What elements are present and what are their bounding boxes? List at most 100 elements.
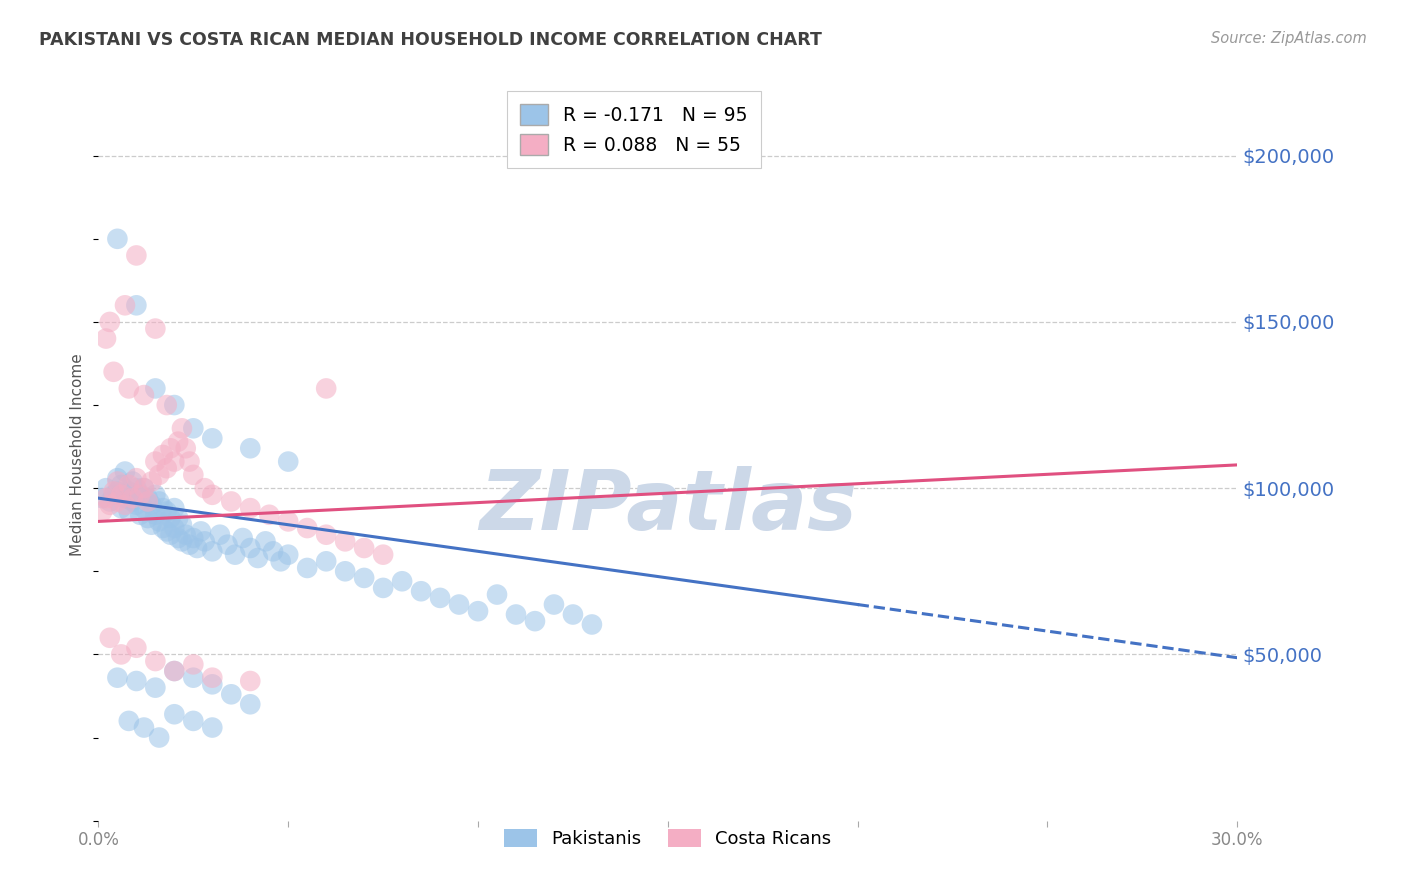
Point (353, 541, 375, 555)
Point (246, 551, 269, 566)
Point (125, 248, 148, 262)
Point (118, 484, 141, 499)
Point (221, 494, 243, 508)
Point (201, 671, 224, 685)
Point (170, 517, 193, 532)
Point (174, 527, 197, 541)
Point (125, 640, 148, 655)
Point (170, 534, 193, 549)
Point (118, 381, 141, 395)
Point (239, 673, 262, 688)
Point (159, 442, 181, 456)
Point (335, 564, 357, 578)
Point (201, 544, 224, 558)
Point (136, 494, 159, 508)
Point (110, 488, 132, 502)
Text: ZIPatlas: ZIPatlas (479, 466, 856, 547)
Point (110, 648, 132, 662)
Point (91, 504, 114, 518)
Legend: Pakistanis, Costa Ricans: Pakistanis, Costa Ricans (496, 822, 839, 855)
Point (277, 454, 299, 468)
Point (103, 488, 125, 502)
Point (107, 484, 129, 499)
Point (183, 531, 205, 545)
Point (254, 534, 277, 549)
Point (239, 698, 262, 712)
Point (152, 521, 174, 535)
Point (125, 673, 148, 688)
Point (163, 501, 186, 516)
Point (118, 504, 141, 518)
Point (145, 381, 167, 395)
Point (391, 574, 413, 589)
Point (145, 654, 167, 668)
Point (129, 488, 152, 502)
Point (183, 467, 205, 482)
Point (125, 481, 148, 495)
Point (91, 491, 114, 505)
Point (186, 541, 208, 555)
Point (132, 721, 155, 735)
Point (167, 531, 190, 545)
Point (486, 588, 509, 602)
Point (221, 687, 243, 701)
Point (163, 707, 186, 722)
Point (163, 521, 186, 535)
Point (239, 501, 262, 516)
Point (163, 664, 186, 678)
Point (562, 607, 585, 622)
Point (183, 657, 205, 672)
Point (107, 471, 129, 485)
Point (132, 481, 155, 495)
Point (581, 617, 603, 632)
Point (156, 504, 179, 518)
Point (190, 524, 212, 539)
Point (121, 491, 143, 505)
Point (239, 442, 262, 456)
Point (277, 548, 299, 562)
Point (201, 677, 224, 691)
Point (94, 491, 117, 505)
Point (132, 481, 155, 495)
Point (114, 298, 136, 312)
Point (201, 488, 224, 502)
Point (167, 511, 190, 525)
Point (163, 664, 186, 678)
Point (163, 398, 186, 412)
Point (145, 454, 167, 468)
Point (429, 591, 451, 605)
Point (107, 475, 129, 489)
Point (125, 471, 148, 485)
Point (114, 491, 136, 505)
Point (156, 524, 179, 539)
Text: PAKISTANI VS COSTA RICAN MEDIAN HOUSEHOLD INCOME CORRELATION CHART: PAKISTANI VS COSTA RICAN MEDIAN HOUSEHOL… (39, 31, 823, 49)
Point (129, 488, 152, 502)
Point (98, 631, 121, 645)
Point (98, 498, 121, 512)
Point (145, 508, 167, 522)
Point (114, 498, 136, 512)
Point (194, 534, 217, 549)
Point (141, 517, 163, 532)
Point (156, 461, 179, 475)
Point (449, 598, 471, 612)
Point (277, 515, 299, 529)
Point (125, 298, 148, 312)
Point (505, 607, 527, 622)
Point (217, 538, 239, 552)
Point (107, 232, 129, 246)
Point (159, 511, 181, 525)
Point (159, 527, 181, 541)
Point (136, 491, 159, 505)
Point (110, 501, 132, 516)
Point (98, 315, 121, 329)
Point (145, 681, 167, 695)
Point (148, 515, 170, 529)
Point (179, 538, 201, 552)
Text: Source: ZipAtlas.com: Source: ZipAtlas.com (1211, 31, 1367, 46)
Point (103, 484, 125, 499)
Point (121, 494, 143, 508)
Point (129, 508, 152, 522)
Point (315, 527, 337, 541)
Point (167, 434, 190, 449)
